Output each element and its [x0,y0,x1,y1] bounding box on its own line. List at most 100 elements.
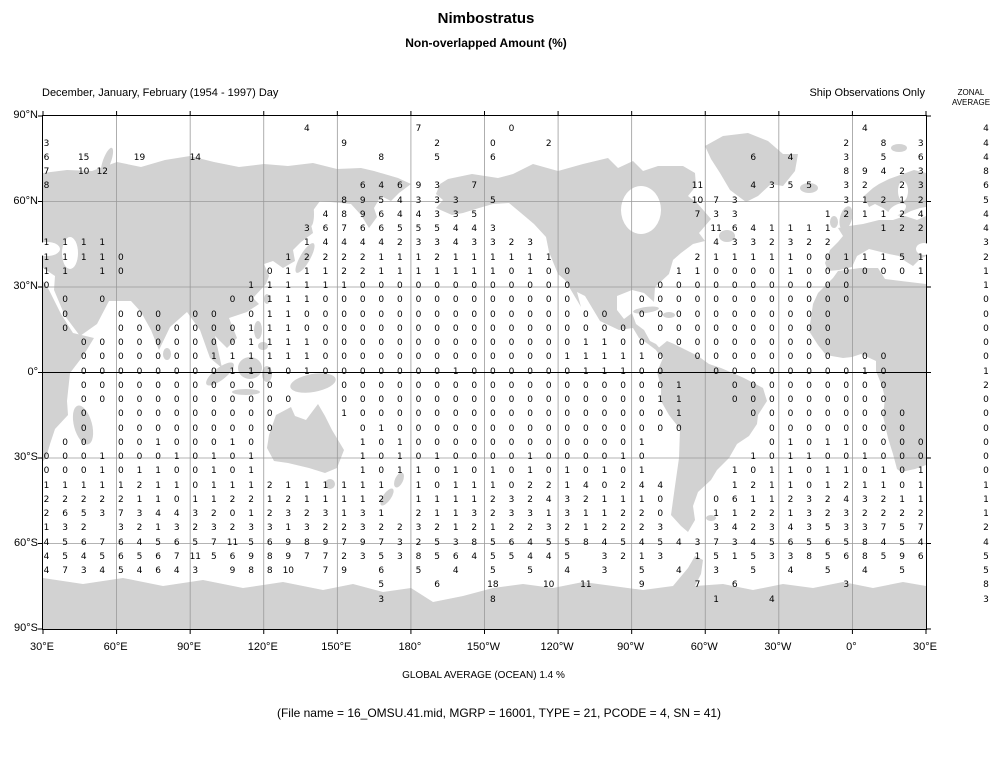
zonal-value: 0 [983,309,989,320]
land-africa-west [809,268,926,472]
zonal-value: 5 [983,566,989,576]
zonal-value: 0 [983,466,989,477]
zonal-value: 8 [983,167,989,177]
lon-label: 180° [398,641,422,653]
zonal-value: 2 [983,380,989,391]
map-plot-area [34,111,932,634]
lon-label: 30°W [764,641,792,653]
lat-label: 0° [27,365,38,378]
island-ireland [830,216,838,228]
zonal-value: 5 [983,195,989,206]
land-africa-east [43,281,94,461]
lon-label: 30°E [30,641,54,653]
zonal-header-line2: AVERAGE [951,98,991,107]
sea-baltic [887,203,907,217]
zonal-value: 0 [983,437,989,448]
island-taiwan [264,294,270,304]
zonal-value: 2 [983,252,989,263]
lon-label: 120°E [247,641,278,653]
zonal-value: 0 [983,395,989,405]
lon-label: 30°E [913,641,937,653]
lat-label: 30°S [14,451,38,463]
lon-label: 120°W [540,641,574,653]
sea-hudson-bay [621,186,661,234]
lon-label: 0° [846,641,857,653]
lat-label: 90°S [14,622,38,634]
island-falklands [706,515,716,521]
land-europe [825,216,926,271]
land-australia [267,404,344,473]
lat-label: 60°S [14,536,38,549]
zonal-value: 4 [983,537,989,548]
lat-label: 30°N [13,280,38,292]
sea-black-east [916,243,932,255]
island-cuba [633,306,659,314]
island-hispaniola [663,312,675,318]
zonal-value: 0 [983,338,989,348]
zonal-value: 1 [983,509,989,519]
zonal-value: 2 [983,523,989,534]
zonal-value: 4 [983,209,989,220]
land-greenland [705,133,798,202]
zonal-value: 0 [983,295,989,306]
zonal-value: 0 [983,452,989,462]
land-south-america [656,341,767,532]
island-sumatra [206,362,234,386]
axis-ticks [38,111,931,634]
lon-label: 60°W [690,641,718,653]
island-iceland [800,183,818,193]
zonal-value: 8 [983,580,989,591]
zonal-value: 4 [983,152,989,163]
chart-title: Nimbostratus [437,10,535,27]
island-madagascar [72,405,94,445]
lon-label: 150°E [321,641,352,653]
zonal-value: 0 [983,409,989,420]
zonal-average-header: ZONAL AVERAGE [944,88,998,108]
source-label: Ship Observations Only [809,87,925,99]
zonal-value: 4 [983,224,989,234]
islands [72,144,907,521]
zonal-header-line1: ZONAL [957,88,985,97]
world-map [34,111,932,634]
zonal-value: 0 [983,352,989,363]
island-borneo [238,357,262,379]
island-novaya-zemlya [100,147,114,175]
island-nz-north [394,472,404,488]
land-scandinavia [864,170,926,216]
island-japan [295,243,315,273]
lat-label: 90°N [13,109,38,121]
lon-label: 60°E [103,641,128,653]
zonal-value: 3 [983,238,989,249]
island-tasmania [325,479,335,489]
sea-bothnia [898,181,908,201]
zonal-value: 1 [983,480,989,491]
zonal-value: 0 [983,323,989,334]
zonal-value: 1 [983,494,989,505]
chart-subtitle: Non-overlapped Amount (%) [405,36,567,50]
file-caption: (File name = 16_OMSU.41.mid, MGRP = 1600… [276,706,722,720]
sea-caspian [62,237,78,269]
zonal-value: 1 [983,281,989,291]
island-uk [839,206,853,230]
zonal-value: 3 [983,594,989,605]
sea-black-west [34,242,60,256]
island-luzon [254,321,262,339]
zonal-value: 6 [983,181,989,192]
island-newfoundland [719,230,735,242]
zonal-value: 1 [983,366,989,377]
island-new-guinea [290,373,336,393]
zonal-value: 1 [983,266,989,277]
lat-label: 60°N [13,194,38,207]
zonal-value: 0 [983,423,989,434]
island-sulawesi [262,366,272,382]
island-mindanao [258,342,268,350]
island-sakhalin [308,202,314,226]
island-nz-south [380,488,394,506]
island-svalbard [891,144,907,152]
zonal-value: 4 [983,138,989,149]
lon-label: 150°W [466,641,501,653]
zonal-value: 5 [983,551,989,562]
land-north-america [436,158,711,356]
global-average-label: GLOBAL AVERAGE (OCEAN) 1.4 % [402,670,565,681]
